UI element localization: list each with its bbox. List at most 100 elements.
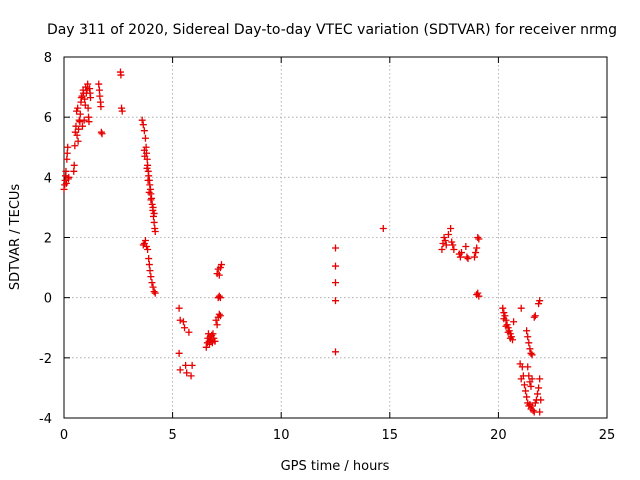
data-point (531, 399, 539, 407)
data-point (73, 131, 81, 139)
chart-title: Day 311 of 2020, Sidereal Day-to-day VTE… (47, 22, 617, 38)
data-point (528, 351, 536, 359)
data-point (502, 322, 510, 330)
data-point (463, 253, 471, 261)
grid (64, 57, 607, 418)
data-point (183, 369, 191, 377)
data-point (524, 363, 532, 371)
x-tick-label: 5 (168, 428, 176, 443)
data-point (499, 304, 507, 312)
data-point (145, 172, 153, 180)
data-point (462, 243, 470, 251)
data-point (475, 235, 483, 243)
data-point (148, 194, 156, 202)
data-point (210, 334, 218, 342)
data-point (188, 361, 196, 369)
data-point (85, 118, 93, 126)
data-point (63, 155, 71, 163)
data-point (529, 406, 537, 414)
data-point (80, 116, 88, 124)
x-axis-label: GPS time / hours (281, 459, 390, 474)
data-point (175, 349, 183, 357)
data-point (149, 283, 157, 291)
data-point (464, 255, 472, 263)
data-point (438, 246, 446, 254)
data-point (143, 243, 151, 251)
data-point (63, 149, 71, 157)
data-point (332, 262, 339, 270)
data-point (149, 212, 157, 220)
data-point (536, 408, 544, 416)
data-point (440, 234, 448, 241)
data-point (145, 255, 153, 263)
data-point (536, 375, 544, 383)
data-point (151, 227, 159, 235)
data-point (523, 327, 531, 335)
x-tick-label: 20 (490, 428, 507, 443)
data-point (86, 94, 94, 102)
data-point (144, 246, 152, 254)
data-point (535, 300, 543, 308)
y-tick-label: -2 (39, 352, 52, 367)
data-points (60, 68, 545, 416)
data-point (147, 196, 155, 204)
data-point (524, 333, 532, 341)
data-point (472, 249, 480, 257)
data-point (500, 309, 508, 317)
data-point (97, 103, 105, 111)
data-point (146, 181, 154, 189)
data-point (73, 107, 81, 115)
y-tick-label: 0 (44, 292, 52, 307)
data-point (216, 294, 224, 302)
data-point (150, 209, 158, 217)
data-point (471, 253, 479, 261)
y-tick-label: 4 (44, 171, 52, 186)
data-point (528, 402, 536, 410)
data-point (176, 366, 184, 374)
data-point (449, 241, 457, 249)
data-point (441, 237, 449, 245)
data-point (536, 297, 544, 305)
data-point (525, 372, 533, 380)
data-point (450, 246, 458, 254)
data-point (150, 288, 158, 296)
data-point (442, 241, 450, 249)
data-point (209, 330, 217, 338)
data-point (62, 167, 70, 175)
data-point (138, 116, 146, 124)
data-point (95, 80, 103, 88)
data-point (510, 318, 518, 326)
data-point (379, 224, 387, 232)
data-point (332, 279, 339, 287)
data-point (530, 313, 538, 321)
data-point (520, 381, 528, 389)
data-point (77, 94, 85, 102)
data-point (526, 345, 534, 353)
data-point (176, 316, 184, 324)
data-point (474, 289, 482, 297)
data-point (216, 312, 224, 320)
data-point (148, 279, 156, 287)
data-point (503, 321, 511, 329)
data-point (474, 234, 482, 241)
data-point (76, 118, 84, 126)
data-point (65, 173, 73, 181)
x-tick-label: 25 (599, 428, 616, 443)
data-point (117, 71, 125, 79)
data-point (187, 372, 195, 380)
data-point (84, 104, 92, 112)
data-point (75, 125, 83, 133)
data-point (522, 387, 530, 395)
data-point (501, 312, 509, 320)
data-point (140, 127, 148, 135)
data-point (332, 348, 339, 356)
data-point (60, 185, 68, 193)
data-point (527, 349, 535, 357)
data-point (447, 224, 455, 232)
data-point (139, 241, 147, 249)
data-point (216, 264, 224, 272)
data-point (507, 333, 515, 341)
data-point (145, 261, 153, 269)
data-point (139, 121, 147, 129)
